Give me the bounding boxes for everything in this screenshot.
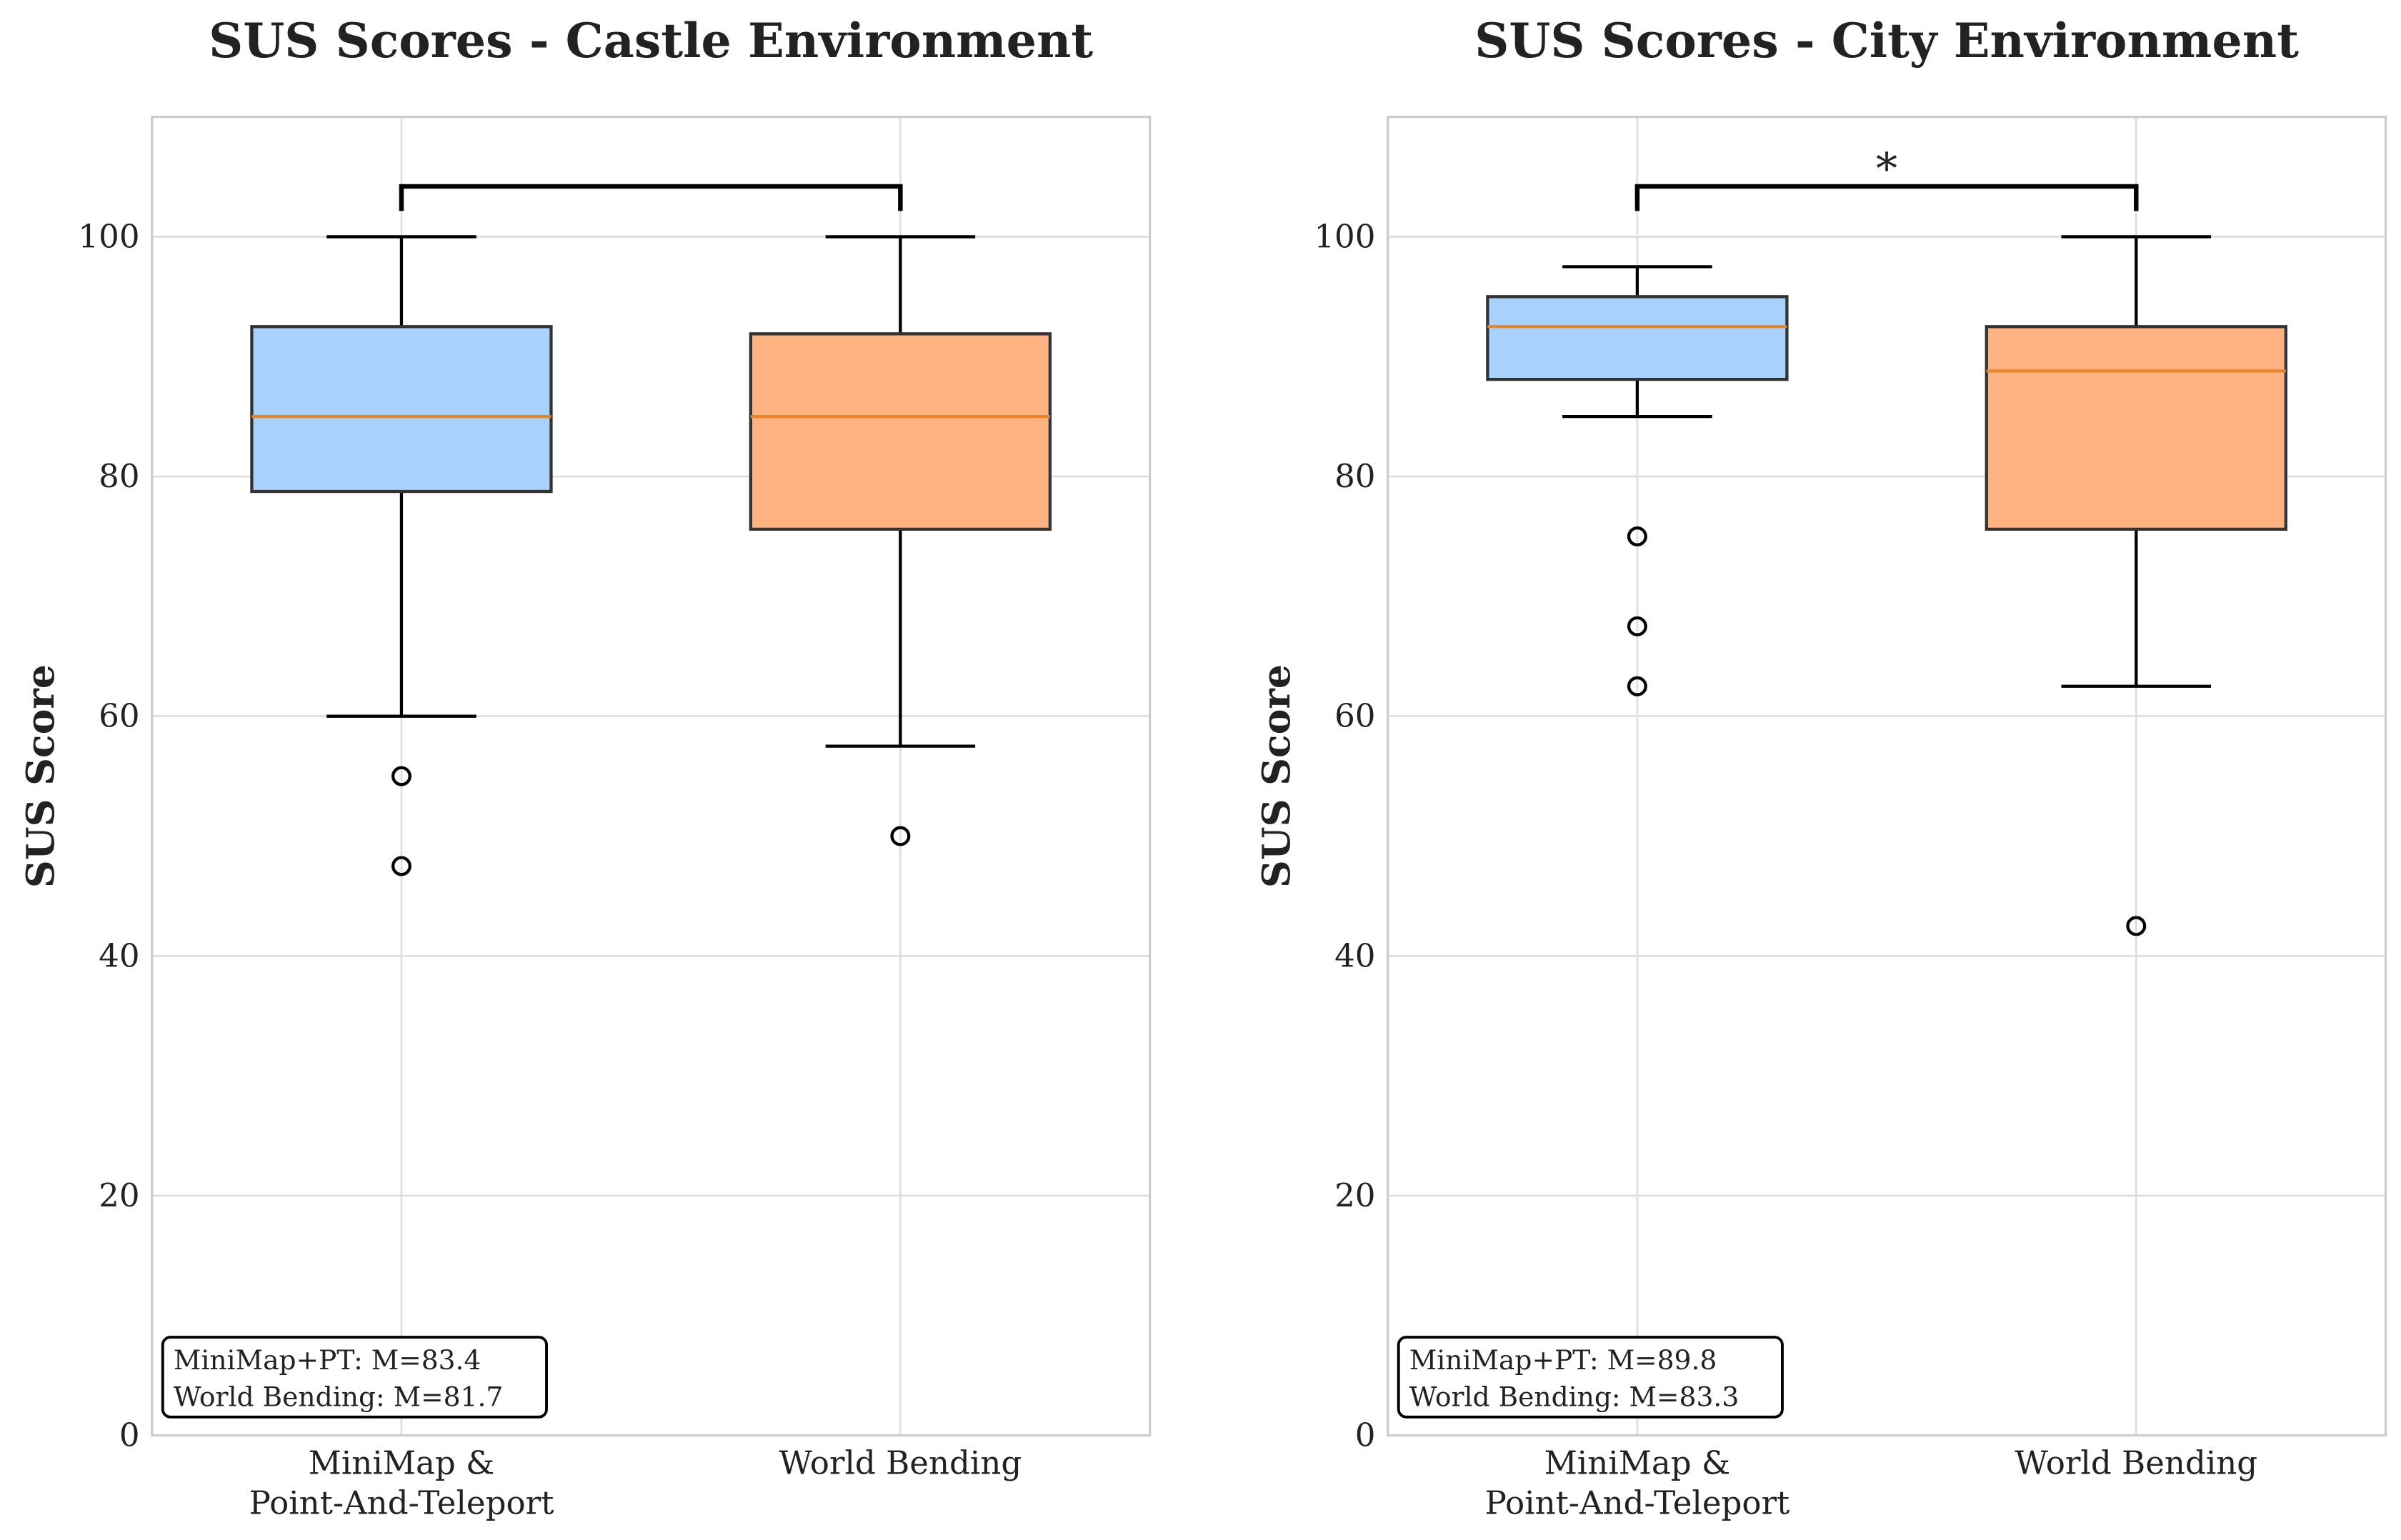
y-tick-label: 60 xyxy=(1334,697,1375,735)
stats-text: MiniMap+PT: M=89.8 xyxy=(1409,1344,1717,1376)
outlier xyxy=(890,826,911,846)
outlier xyxy=(1627,616,1647,636)
box xyxy=(1486,295,1789,381)
axes-frame xyxy=(1387,115,2387,1437)
box xyxy=(749,332,1052,531)
significance-bracket xyxy=(399,184,903,211)
y-tick-label: 40 xyxy=(99,936,139,974)
x-tick-label: MiniMap & Point-And-Teleport xyxy=(1484,1444,1789,1521)
box xyxy=(250,325,553,494)
y-tick-label: 20 xyxy=(1334,1176,1375,1214)
y-tick-label: 100 xyxy=(78,217,139,255)
outlier xyxy=(391,856,411,876)
y-tick-label: 0 xyxy=(119,1416,140,1454)
chart-title: SUS Scores - Castle Environment xyxy=(209,12,1093,69)
stats-text: World Bending: M=83.3 xyxy=(1409,1381,1739,1413)
x-tick-label: World Bending xyxy=(779,1444,1022,1481)
y-axis-label: SUS Score xyxy=(1254,664,1299,888)
significance-bracket xyxy=(1634,184,2139,211)
outlier xyxy=(1627,676,1647,696)
y-tick-label: 80 xyxy=(1334,457,1375,495)
axes-frame xyxy=(151,115,1152,1437)
stats-text: World Bending: M=81.7 xyxy=(174,1381,504,1413)
stats-box xyxy=(161,1336,548,1419)
x-tick-label: MiniMap & Point-And-Teleport xyxy=(249,1444,554,1521)
y-tick-label: 40 xyxy=(1334,936,1375,974)
y-tick-label: 20 xyxy=(99,1176,139,1214)
stats-box xyxy=(1397,1336,1784,1419)
outlier xyxy=(1627,526,1647,546)
y-tick-label: 0 xyxy=(1355,1416,1376,1454)
significance-label: * xyxy=(1876,144,1897,194)
box xyxy=(1985,325,2287,531)
x-tick-label: World Bending xyxy=(2015,1444,2257,1481)
stats-text: MiniMap+PT: M=83.4 xyxy=(174,1344,481,1376)
outlier xyxy=(391,766,411,786)
outlier xyxy=(2126,916,2147,936)
y-tick-label: 80 xyxy=(99,457,139,495)
chart-title: SUS Scores - City Environment xyxy=(1474,12,2299,69)
y-tick-label: 60 xyxy=(99,697,139,735)
y-axis-label: SUS Score xyxy=(18,664,63,888)
y-tick-label: 100 xyxy=(1314,217,1375,255)
